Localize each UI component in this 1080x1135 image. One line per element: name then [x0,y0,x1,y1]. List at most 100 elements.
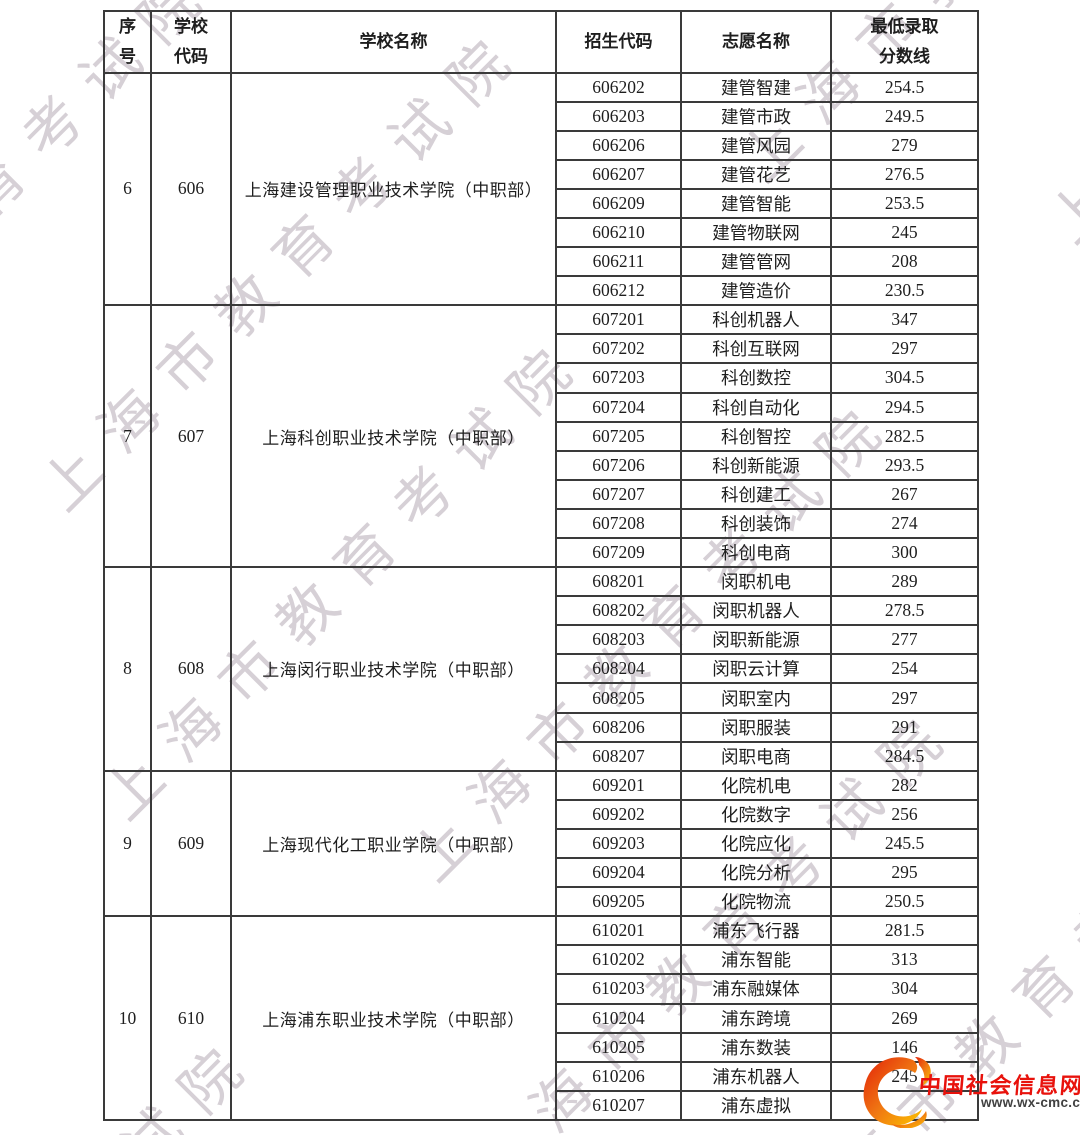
cell-seq: 8 [103,566,152,772]
cell-admission-code: 610204 [555,1002,682,1034]
cell-admission-code: 610203 [555,973,682,1005]
table-row: 10 610 上海浦东职业技术学院（中职部） 610201 浦东飞行器 281.5 [103,915,979,1121]
cell-min-score: 267 [830,478,979,510]
column-header-program-name: 志愿名称 [680,10,832,74]
cell-program-name: 浦东虚拟 [680,1089,832,1122]
cell-school-name: 上海浦东职业技术学院（中职部） [230,915,557,1121]
table-row: 606207 建管花艺 276.5 [104,158,979,190]
table-row: 607204 科创自动化 294.5 [104,391,979,423]
cell-seq: 7 [103,304,152,569]
cell-min-score: 249.5 [830,100,979,132]
cell-min-score: 208 [830,246,979,278]
cell-program-name: 化院数字 [680,798,832,830]
cell-min-score: 304.5 [830,362,979,394]
table-row: 6 606 上海建设管理职业技术学院（中职部） 606202 建管智建 254.5 [103,71,979,307]
cell-admission-code: 606207 [555,158,682,190]
flame-logo-icon [863,1057,931,1128]
cell-program-name: 闵职云计算 [680,653,832,685]
cell-admission-code: 606210 [555,216,682,249]
cell-admission-code: 608206 [555,711,682,743]
cell-min-score: 313 [830,944,979,976]
cell-min-score: 293.5 [830,449,979,481]
table-row: 607209 科创电商 300 [104,536,979,569]
cell-min-score: 281.5 [830,915,979,947]
cell-school-name: 上海建设管理职业技术学院（中职部） [230,71,557,307]
cell-program-name: 科创互联网 [680,333,832,365]
cell-min-score: 297 [830,682,979,714]
cell-min-score: 146 [830,1031,979,1063]
column-header-min-score: 最低录取 分数线 [830,10,979,74]
cell-min-score: 284.5 [830,740,979,772]
cell-program-name: 浦东融媒体 [680,973,832,1005]
cell-admission-code: 607205 [555,420,682,452]
cell-admission-code: 606211 [555,246,682,278]
cell-admission-code: 609203 [555,827,682,860]
logo-url: www.wx-cmc.cn [981,1095,1080,1110]
table-row: 609202 化院数字 256 [104,798,979,830]
cell-program-name: 建管造价 [680,275,832,307]
cell-admission-code: 610202 [555,944,682,976]
cell-admission-code: 607203 [555,362,682,394]
cell-school-name: 上海闵行职业技术学院（中职部） [230,566,557,772]
table-row: 608204 闵职云计算 254 [104,653,979,685]
cell-program-name: 闵职机器人 [680,595,832,627]
cell-admission-code: 608204 [555,653,682,685]
table-row: 607207 科创建工 267 [104,478,979,510]
table-row: 610203 浦东融媒体 304 [104,973,979,1005]
cell-program-name: 闵职室内 [680,682,832,714]
column-header-seq: 序 号 [103,10,152,74]
cell-admission-code: 610207 [555,1089,682,1122]
cell-admission-code: 610205 [555,1031,682,1063]
cell-min-score: 245.5 [830,827,979,860]
cell-min-score: 282.5 [830,420,979,452]
column-header-admission-code: 招生代码 [555,10,682,74]
cell-program-name: 科创机器人 [680,304,832,336]
table-row: 606209 建管智能 253.5 [104,187,979,219]
cell-min-score: 256 [830,798,979,830]
cell-min-score: 230.5 [830,275,979,307]
cell-program-name: 建管物联网 [680,216,832,249]
cell-program-name: 浦东机器人 [680,1060,832,1092]
table-row: 610205 浦东数装 146 [104,1031,979,1063]
admission-score-table: 序 号 学校 代码 学校名称 招生代码 志愿名称 最低录取 分数线 6 606 上海… [103,10,979,1122]
table-row: 607203 科创数控 304.5 [104,362,979,394]
cell-min-score: 250.5 [830,886,979,918]
table-row: 610202 浦东智能 313 [104,944,979,976]
table-row: 7 607 上海科创职业技术学院（中职部） 607201 科创机器人 347 [103,304,979,569]
cell-admission-code: 606212 [555,275,682,307]
cell-program-name: 闵职机电 [680,566,832,598]
cell-min-score: 269 [830,1002,979,1034]
cell-min-score: 294.5 [830,391,979,423]
cell-admission-code: 609201 [555,769,682,801]
cell-min-score: 254.5 [830,71,979,103]
cell-program-name: 建管智能 [680,187,832,219]
cell-program-name: 化院分析 [680,857,832,889]
cell-admission-code: 607202 [555,333,682,365]
cell-program-name: 浦东数装 [680,1031,832,1063]
table-row: 607208 科创装饰 274 [104,507,979,540]
cell-admission-code: 607204 [555,391,682,423]
cell-program-name: 科创数控 [680,362,832,394]
table-row: 607202 科创互联网 297 [104,333,979,365]
cell-school-code: 607 [150,304,232,569]
cell-program-name: 科创建工 [680,478,832,510]
cell-program-name: 建管市政 [680,100,832,132]
table-row: 606211 建管管网 208 [104,246,979,278]
cell-admission-code: 610201 [555,915,682,947]
cell-min-score: 297 [830,333,979,365]
cell-program-name: 科创智控 [680,420,832,452]
cell-program-name: 科创自动化 [680,391,832,423]
cell-min-score: 274 [830,507,979,540]
cell-program-name: 建管风园 [680,129,832,161]
table-row: 606210 建管物联网 245 [104,216,979,249]
cell-admission-code: 606203 [555,100,682,132]
table-row: 609203 化院应化 245.5 [104,827,979,860]
cell-program-name: 建管管网 [680,246,832,278]
cell-min-score: 245 [830,216,979,249]
cell-school-name: 上海科创职业技术学院（中职部） [230,304,557,569]
table-row: 606203 建管市政 249.5 [104,100,979,132]
cell-school-code: 610 [150,915,232,1121]
cell-program-name: 建管花艺 [680,158,832,190]
cell-admission-code: 608202 [555,595,682,627]
